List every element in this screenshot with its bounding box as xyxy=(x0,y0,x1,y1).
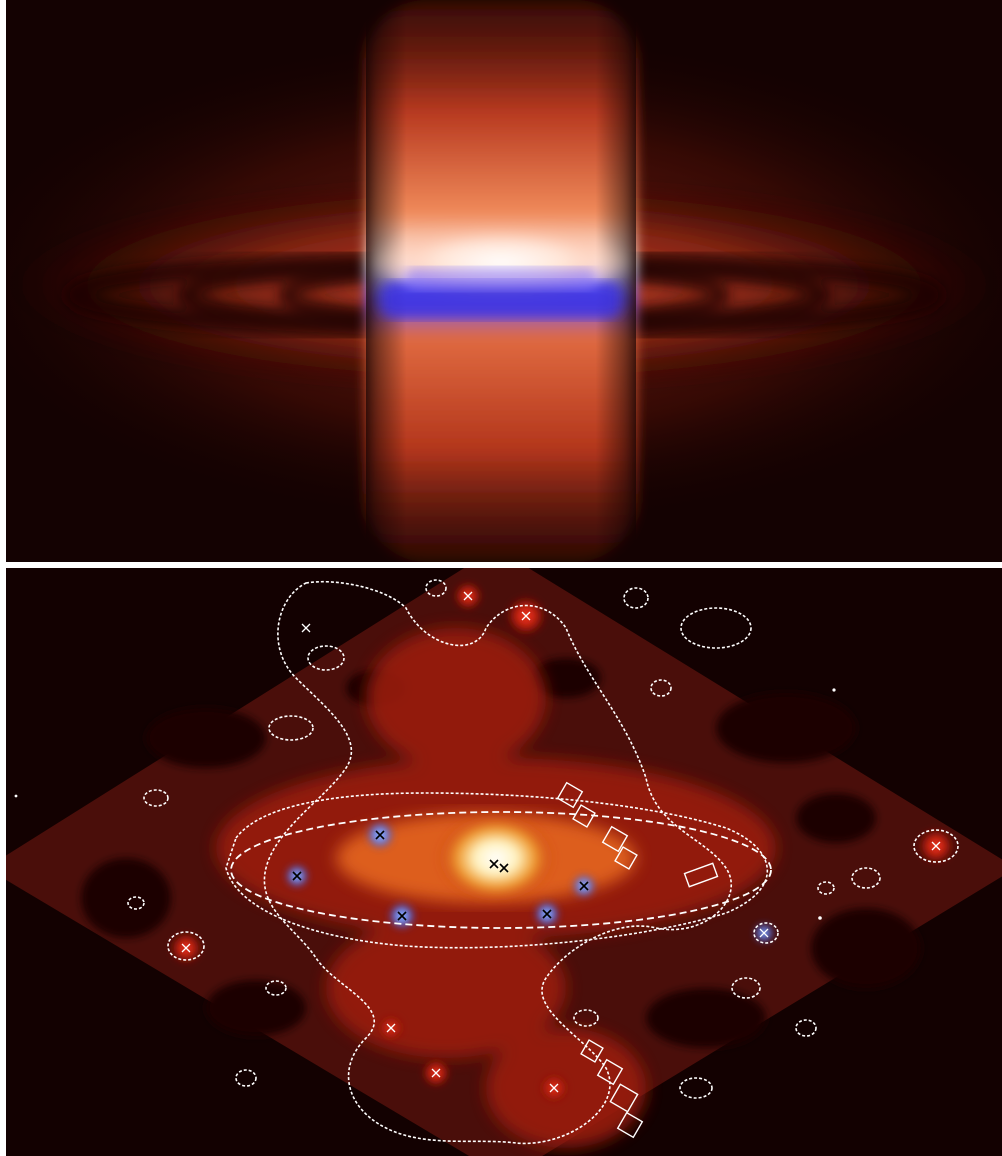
simulation-image xyxy=(6,0,1002,562)
xray-contour-map xyxy=(6,568,1002,1156)
xray-map-panel xyxy=(6,568,1002,1156)
simulation-image-panel xyxy=(6,0,1002,562)
